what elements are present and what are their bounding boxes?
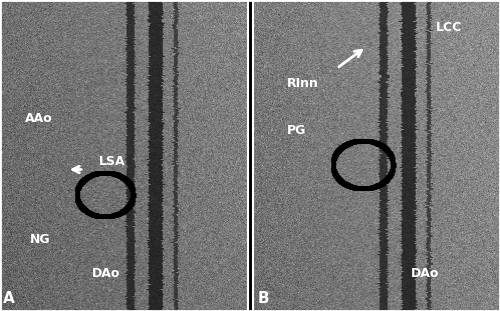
- Text: NG: NG: [30, 233, 50, 246]
- Text: LCC: LCC: [436, 21, 462, 35]
- Text: RInn: RInn: [287, 77, 319, 91]
- Text: A: A: [2, 291, 14, 306]
- Text: LSA: LSA: [99, 155, 126, 168]
- Text: DAo: DAo: [92, 267, 120, 280]
- Text: DAo: DAo: [411, 267, 440, 280]
- Text: AAo: AAo: [25, 112, 52, 125]
- Text: B: B: [258, 291, 269, 306]
- Text: PG: PG: [287, 124, 306, 137]
